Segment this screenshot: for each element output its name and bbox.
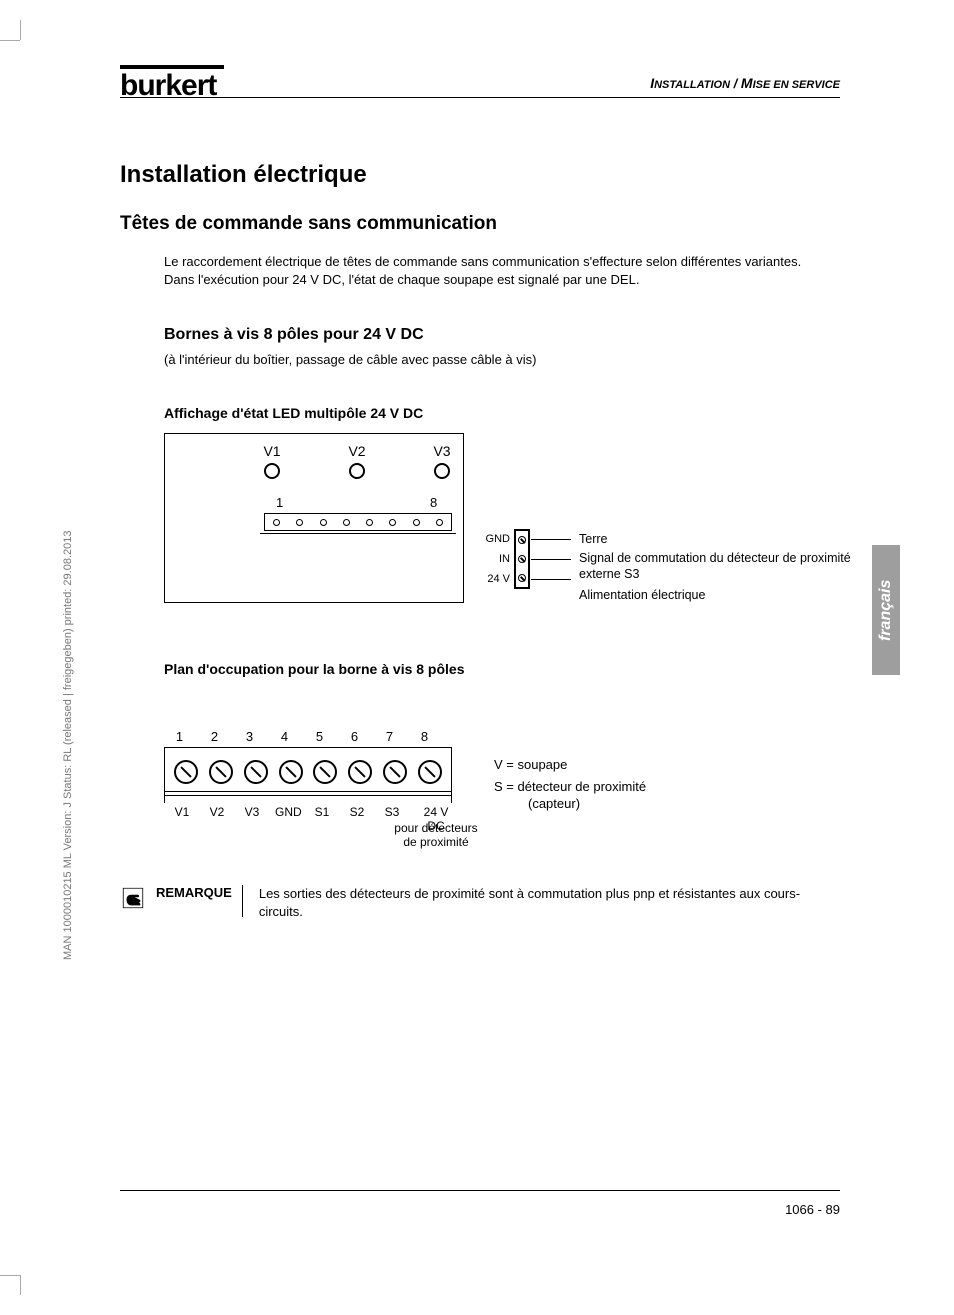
gnd-label: GND xyxy=(474,533,510,545)
screw-4 xyxy=(279,760,303,784)
language-tab: français xyxy=(872,545,900,675)
document-id-sidebar: MAN 1000010215 ML Version: J Status: RL … xyxy=(62,531,74,960)
terminal-plan-diagram: 1 2 3 4 5 6 7 8 V1 V2 V3 GND S1 xyxy=(164,707,804,867)
led-v1 xyxy=(264,463,280,479)
diagram2-title: Plan d'occupation pour la borne à vis 8 … xyxy=(164,661,840,677)
led-diagram: V1 V2 V3 1 8 GND IN 24 V Terre Signal de… xyxy=(164,433,804,613)
v3-label: V3 xyxy=(427,443,457,459)
screw-7 xyxy=(383,760,407,784)
remark-block: REMARQUE Les sorties des détecteurs de p… xyxy=(120,885,840,920)
intro-paragraph: Le raccordement électrique de têtes de c… xyxy=(164,253,804,288)
terminal-strip xyxy=(264,513,452,531)
lead-signal xyxy=(531,559,571,560)
lead-text-alim: Alimentation électrique xyxy=(579,588,859,604)
v2-label: V2 xyxy=(342,443,372,459)
external-terminal xyxy=(514,529,530,589)
in-label: IN xyxy=(474,553,510,565)
page-content: burkert INSTALLATION / MISE EN SERVICE I… xyxy=(120,65,840,920)
screw-1 xyxy=(174,760,198,784)
subsection-sub: (à l'intérieur du boîtier, passage de câ… xyxy=(164,352,840,367)
burkert-logo: burkert xyxy=(120,65,216,101)
legend-s: S = détecteur de proximité (capteur) xyxy=(494,779,646,813)
lead-alim xyxy=(531,579,571,580)
screw-6 xyxy=(348,760,372,784)
lead-text-signal: Signal de commutation du détecteur de pr… xyxy=(579,551,859,582)
screw-5 xyxy=(313,760,337,784)
v1-label: V1 xyxy=(257,443,287,459)
page-number: 1066 - 89 xyxy=(785,1202,840,1217)
screw-8 xyxy=(418,760,442,784)
ext-pin-gnd xyxy=(518,536,526,544)
screw-3 xyxy=(244,760,268,784)
lead-terre xyxy=(531,539,571,540)
terminal-baseline xyxy=(260,533,456,534)
screw-2 xyxy=(209,760,233,784)
led-v3 xyxy=(434,463,450,479)
header-rule xyxy=(120,97,840,98)
section-title: Têtes de commande sans communication xyxy=(120,213,840,235)
remark-text: Les sorties des détecteurs de proximité … xyxy=(253,885,840,920)
subsection-title: Bornes à vis 8 pôles pour 24 V DC xyxy=(164,326,840,344)
footer-rule xyxy=(120,1190,840,1191)
24v-label: 24 V xyxy=(474,573,510,585)
remark-label: REMARQUE xyxy=(156,885,243,917)
lead-text-terre: Terre xyxy=(579,532,859,548)
diagram1-title: Affichage d'état LED multipôle 24 V DC xyxy=(164,405,840,421)
ext-pin-24v xyxy=(518,574,526,582)
detector-note: pour détecteurs de proximité xyxy=(386,821,486,850)
pin8-label: 8 xyxy=(430,495,437,510)
led-v2 xyxy=(349,463,365,479)
header-section: INSTALLATION / MISE EN SERVICE xyxy=(650,75,840,91)
page-title: Installation électrique xyxy=(120,161,840,189)
top-numbers: 1 2 3 4 5 6 7 8 xyxy=(172,729,432,744)
screw-terminal-box xyxy=(164,747,452,795)
legend-v: V = soupape xyxy=(494,757,567,774)
pin1-label: 1 xyxy=(276,495,283,510)
pointing-hand-icon xyxy=(120,885,146,911)
ext-pin-in xyxy=(518,555,526,563)
